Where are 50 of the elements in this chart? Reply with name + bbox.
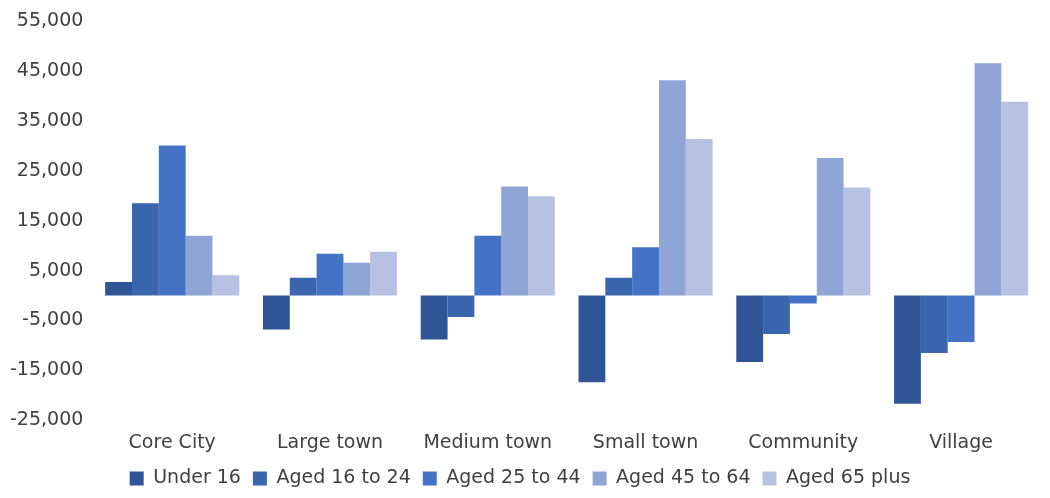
bar <box>947 295 975 342</box>
bar <box>105 282 132 296</box>
bar <box>763 295 790 334</box>
bar <box>212 275 240 296</box>
y-tick-label: -15,000 <box>9 357 84 380</box>
bar <box>501 186 529 296</box>
bar <box>685 139 713 296</box>
legend-label: Aged 45 to 64 <box>616 465 751 488</box>
bar <box>658 80 686 296</box>
bar <box>447 295 475 318</box>
bar <box>894 295 921 404</box>
x-tick-label: Community <box>748 429 859 452</box>
bar <box>632 247 659 296</box>
y-tick-label: 35,000 <box>16 108 84 131</box>
bar <box>816 157 844 296</box>
y-tick-label: 15,000 <box>16 207 84 230</box>
y-tick-label: 45,000 <box>16 58 84 81</box>
legend-label: Aged 65 plus <box>785 465 911 488</box>
bar <box>158 145 186 296</box>
bar <box>185 235 213 296</box>
bar <box>474 235 502 296</box>
bar <box>605 277 633 296</box>
legend-label: Aged 16 to 24 <box>276 465 411 488</box>
bar <box>843 187 871 296</box>
x-tick-label: Large town <box>276 429 384 452</box>
y-tick-label: -25,000 <box>9 407 84 430</box>
y-tick-label: 25,000 <box>16 157 84 180</box>
bar <box>736 295 764 362</box>
x-tick-label: Small town <box>592 429 699 452</box>
bar <box>920 295 948 353</box>
bar <box>131 203 159 296</box>
bar <box>289 277 317 296</box>
bar <box>789 295 817 304</box>
legend-label: Aged 25 to 44 <box>446 465 581 488</box>
bar <box>528 196 555 296</box>
bar <box>420 295 448 340</box>
bar <box>343 262 371 296</box>
bar <box>262 295 290 330</box>
x-tick-label: Core City <box>128 429 216 452</box>
y-tick-label: -5,000 <box>22 307 84 330</box>
bar <box>316 253 344 296</box>
x-tick-label: Medium town <box>423 429 553 452</box>
bar <box>1001 101 1029 296</box>
y-tick-label: 5,000 <box>28 257 84 280</box>
y-tick-label: 55,000 <box>16 8 84 31</box>
bar <box>974 63 1002 296</box>
x-tick-label: Village <box>929 429 994 452</box>
bar <box>370 251 398 296</box>
bar <box>578 295 606 383</box>
legend-label: Under 16 <box>153 465 241 488</box>
